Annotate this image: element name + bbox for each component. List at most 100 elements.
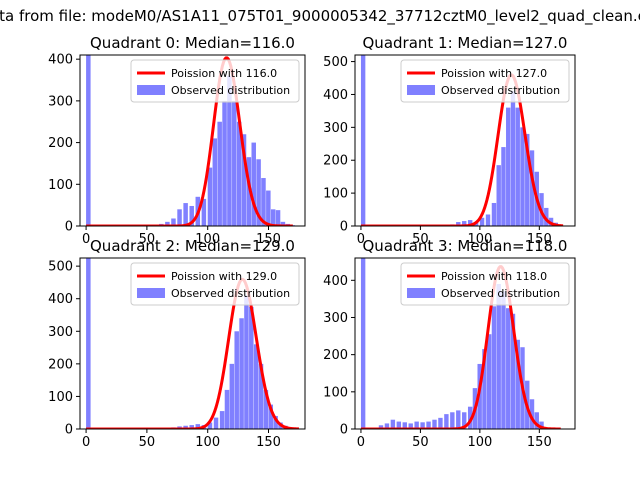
histogram-bar — [177, 209, 182, 226]
legend-box — [130, 262, 300, 306]
x-tick-label: 50 — [139, 435, 156, 450]
legend-label-observed: Observed distribution — [171, 84, 290, 97]
histogram-bar — [467, 406, 473, 429]
histogram-bar — [515, 107, 520, 226]
y-tick-label: 100 — [323, 385, 348, 400]
plot-area — [85, 55, 295, 226]
x-tick-label: 100 — [467, 232, 492, 247]
histogram-bar — [273, 415, 278, 429]
axes-frame — [79, 54, 306, 227]
histogram-bar — [462, 221, 467, 226]
histogram-bar — [246, 157, 252, 226]
y-tick-label: 100 — [323, 187, 348, 202]
histogram-bar — [501, 147, 506, 226]
y-tick-label: 300 — [48, 325, 73, 340]
legend: Poission with 116.0 Observed distribution — [130, 59, 300, 103]
histogram-bar — [402, 422, 407, 429]
x-tick-label: 100 — [467, 435, 492, 450]
plot-area — [360, 258, 562, 429]
histogram-bar — [224, 389, 230, 429]
chart-panel-1: 0 50 100 150 0 100 200 300 400 500 Quadrant 1: Med… — [323, 34, 576, 247]
histogram-bar — [268, 404, 274, 429]
x-tick-label: 50 — [139, 232, 156, 247]
histogram-bar — [487, 334, 492, 429]
histogram-bar — [491, 202, 497, 226]
histogram-bar — [510, 91, 516, 226]
x-tick-label: 100 — [195, 232, 220, 247]
y-tick-label: 200 — [323, 154, 348, 169]
y-tick-label: 100 — [48, 178, 73, 193]
chart-title: Quadrant 3: Median=118.0 — [363, 237, 568, 255]
histogram-bar — [270, 209, 276, 226]
histogram-bar — [426, 421, 431, 429]
histogram-bar — [207, 167, 213, 226]
histogram-bar — [525, 133, 530, 226]
histogram-bar — [506, 308, 511, 429]
histogram-bar — [171, 218, 176, 226]
chart-title: Quadrant 2: Median=129.0 — [90, 237, 295, 255]
histogram-bar — [229, 363, 235, 429]
legend-swatch-observed — [407, 288, 435, 298]
histogram-bar — [236, 121, 242, 226]
histogram-bar — [384, 423, 390, 429]
histogram-bar — [232, 100, 237, 226]
histogram-bar — [256, 159, 261, 226]
legend-label-observed: Observed distribution — [441, 287, 560, 300]
histogram-bar — [438, 417, 443, 429]
y-tick-label: 0 — [65, 423, 73, 438]
histogram-bar — [396, 421, 402, 429]
legend-box — [400, 262, 570, 306]
histogram-bar — [261, 178, 266, 226]
legend-box — [130, 59, 300, 103]
histogram-bar — [244, 295, 249, 429]
y-tick-label: 300 — [323, 121, 348, 136]
histogram-bar — [201, 198, 207, 226]
x-tick-label: 150 — [256, 232, 281, 247]
legend-label-observed: Observed distribution — [441, 84, 560, 97]
legend-label-poisson: Poission with 118.0 — [441, 270, 547, 283]
histogram-bar — [510, 313, 516, 429]
chart-title: Quadrant 1: Median=127.0 — [363, 34, 568, 52]
histogram-bar — [86, 258, 91, 429]
poisson-curve — [360, 265, 562, 429]
x-tick-label: 0 — [357, 435, 365, 450]
y-tick-label: 500 — [48, 260, 73, 275]
histogram-bar — [239, 318, 244, 429]
panels-group: 0 50 100 150 0 100 200 300 400 Quadrant 0: Median… — [48, 34, 576, 450]
histogram-bar — [450, 412, 455, 429]
histogram-bar — [477, 363, 482, 429]
y-tick-label: 200 — [48, 136, 73, 151]
histogram-bar — [496, 284, 501, 429]
histogram-bar — [183, 425, 188, 429]
y-tick-label: 400 — [323, 274, 348, 289]
histogram-bar — [462, 412, 467, 429]
legend-swatch-observed — [137, 288, 165, 298]
histogram-bar — [249, 306, 254, 429]
histogram-bar — [544, 207, 549, 226]
histogram-bar — [360, 55, 366, 226]
chart-panel-0: 0 50 100 150 0 100 200 300 400 Quadrant 0: Median… — [48, 34, 306, 247]
chart-panel-3: 0 50 100 150 0 100 200 300 400 Quadrant 3: Median… — [323, 237, 576, 450]
histogram-bar — [217, 121, 222, 226]
histogram-bar — [253, 344, 259, 429]
x-tick-label: 50 — [412, 435, 429, 450]
histogram-bar — [219, 411, 225, 429]
histogram-bar — [539, 421, 544, 429]
histogram-bar — [86, 55, 91, 226]
y-tick-label: 300 — [48, 94, 73, 109]
legend: Poission with 127.0 Observed distribution — [400, 59, 570, 103]
x-tick-label: 50 — [412, 232, 429, 247]
x-tick-label: 100 — [195, 435, 220, 450]
histogram-bar — [408, 423, 413, 429]
x-tick-label: 0 — [82, 232, 90, 247]
y-tick-label: 0 — [340, 423, 348, 438]
histogram-bar — [378, 425, 384, 429]
histogram-bar — [266, 190, 271, 226]
histogram-bar — [496, 165, 501, 226]
legend-swatch-observed — [407, 85, 435, 95]
histogram-bar — [491, 306, 497, 429]
poisson-curve — [85, 56, 294, 226]
legend-box — [400, 59, 570, 103]
legend: Poission with 129.0 Observed distribution — [130, 262, 300, 306]
x-tick-label: 150 — [527, 232, 552, 247]
